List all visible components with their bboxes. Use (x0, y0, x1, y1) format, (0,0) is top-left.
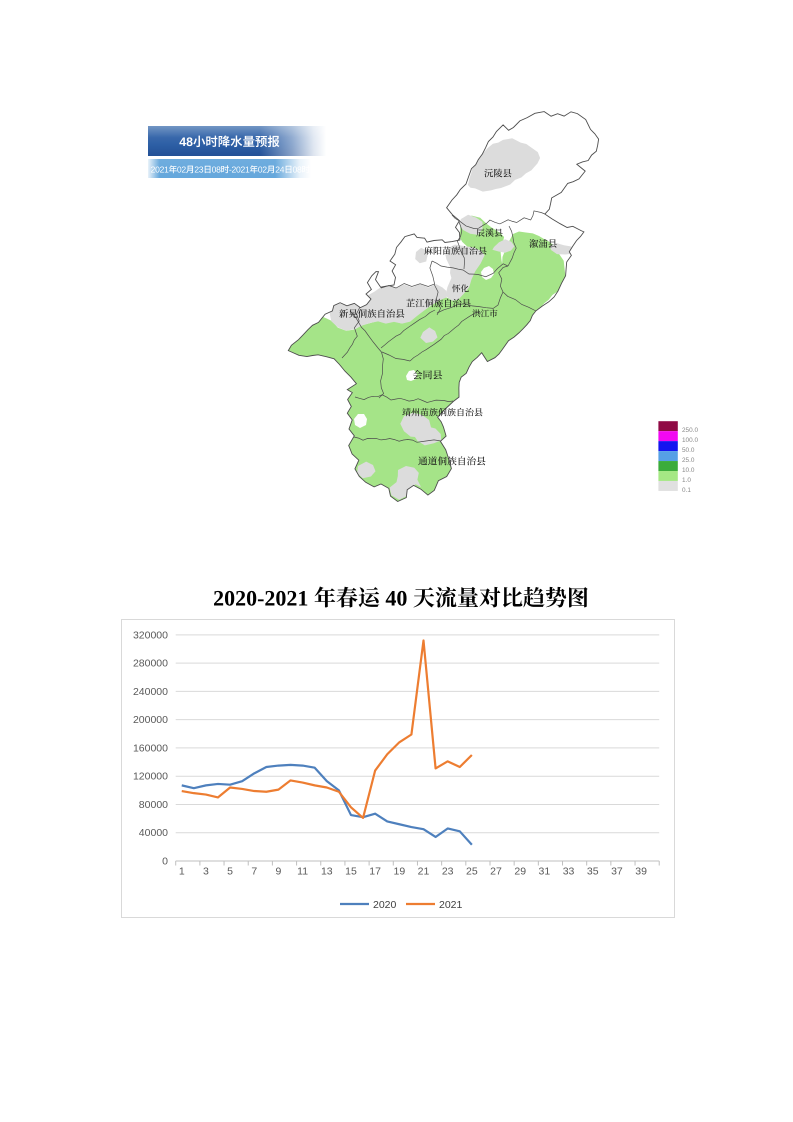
svg-text:120000: 120000 (133, 771, 168, 783)
svg-text:39: 39 (635, 866, 647, 878)
svg-text:160000: 160000 (133, 742, 168, 754)
svg-text:7: 7 (251, 866, 257, 878)
svg-text:0: 0 (162, 856, 168, 868)
svg-text:2020: 2020 (373, 899, 397, 911)
svg-text:100.0: 100.0 (682, 437, 698, 444)
svg-text:200000: 200000 (133, 714, 168, 726)
svg-text:320000: 320000 (133, 629, 168, 641)
svg-text:1.0: 1.0 (682, 477, 691, 484)
svg-text:27: 27 (490, 866, 502, 878)
svg-text:10.0: 10.0 (682, 467, 695, 474)
svg-text:280000: 280000 (133, 658, 168, 670)
svg-text:23: 23 (442, 866, 454, 878)
svg-text:80000: 80000 (139, 799, 168, 811)
svg-text:17: 17 (369, 866, 381, 878)
svg-text:250.0: 250.0 (682, 427, 698, 434)
svg-text:21: 21 (418, 866, 430, 878)
svg-text:31: 31 (539, 866, 551, 878)
svg-text:240000: 240000 (133, 686, 168, 698)
svg-text:19: 19 (393, 866, 405, 878)
svg-text:13: 13 (321, 866, 333, 878)
svg-text:1: 1 (179, 866, 185, 878)
svg-text:37: 37 (611, 866, 623, 878)
svg-text:25: 25 (466, 866, 478, 878)
svg-text:25.0: 25.0 (682, 457, 695, 464)
svg-text:9: 9 (276, 866, 282, 878)
svg-text:3: 3 (203, 866, 209, 878)
svg-text:5: 5 (227, 866, 233, 878)
svg-text:29: 29 (514, 866, 526, 878)
svg-text:33: 33 (563, 866, 575, 878)
svg-text:2021: 2021 (439, 899, 463, 911)
svg-text:50.0: 50.0 (682, 447, 695, 454)
svg-text:35: 35 (587, 866, 599, 878)
svg-text:40000: 40000 (139, 827, 168, 839)
svg-text:15: 15 (345, 866, 357, 878)
svg-text:0.1: 0.1 (682, 487, 691, 494)
svg-text:11: 11 (297, 866, 308, 878)
